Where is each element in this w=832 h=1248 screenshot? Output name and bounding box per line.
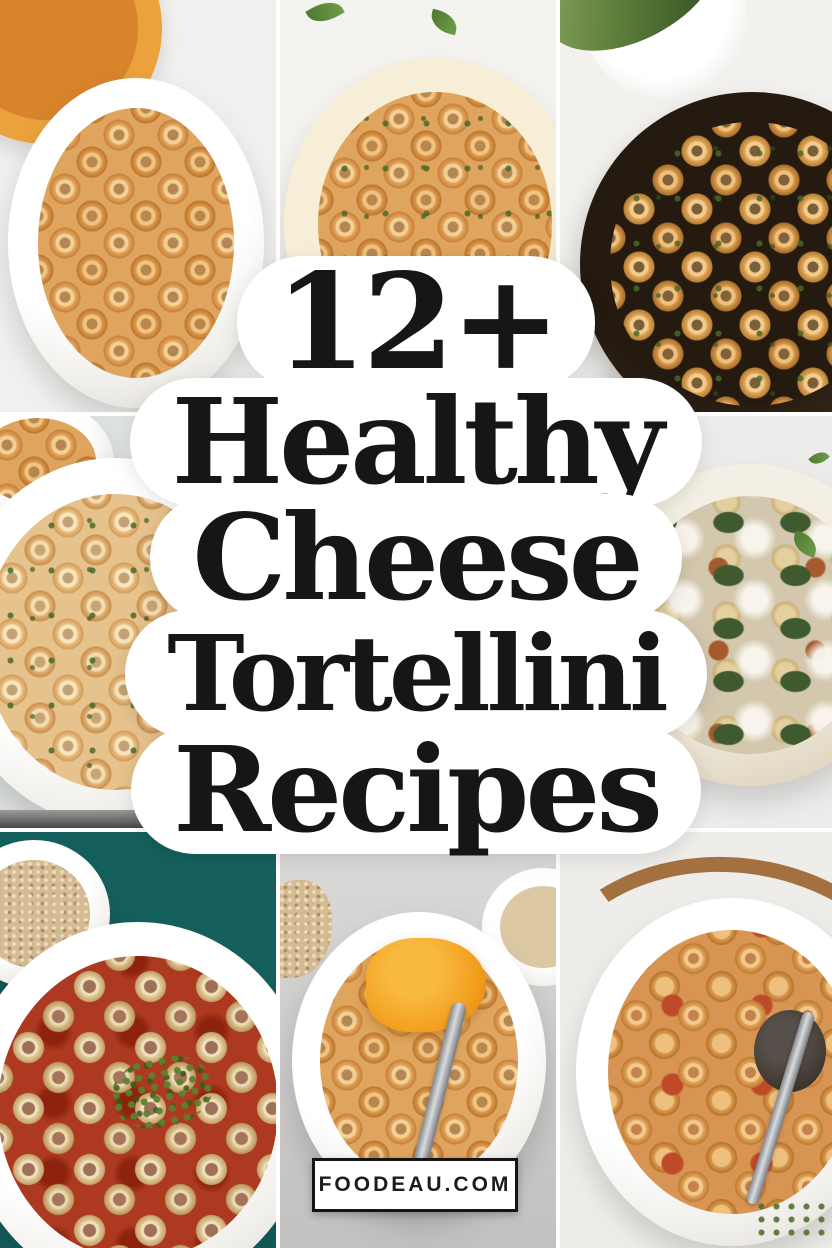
title-sticker: 12+ Healthy Cheese Tortellini Recipes	[0, 256, 832, 854]
site-badge-text: FOODEAU.COM	[318, 1173, 512, 1196]
title-line-count: 12+	[236, 245, 596, 400]
orange-snack-bowl	[0, 0, 162, 144]
title-line-tortellini: Tortellini	[125, 610, 707, 738]
parsley-leaf	[427, 8, 461, 36]
herb-bits	[754, 1200, 826, 1242]
site-badge: FOODEAU.COM	[312, 1158, 518, 1212]
photo-skillet-baked-tortellini	[560, 0, 832, 412]
white-soup-bowl	[0, 922, 276, 1248]
parsley-leaf	[305, 0, 345, 30]
white-bowl	[576, 898, 832, 1246]
title-text: 12+	[274, 245, 561, 400]
title-line-recipes: Recipes	[131, 726, 701, 854]
title-text: Cheese	[192, 488, 643, 627]
title-line-healthy: Healthy	[129, 372, 703, 511]
photo-creamy-sausage-tortellini	[560, 832, 832, 1248]
title-line-cheese: Cheese	[150, 488, 682, 627]
photo-tomato-tortellini-soup	[0, 832, 276, 1248]
title-text: Tortellini	[167, 612, 668, 735]
title-text: Healthy	[171, 372, 665, 511]
melted-cheddar-scoop	[366, 938, 486, 1032]
title-text: Recipes	[173, 720, 663, 859]
white-bowl	[8, 78, 264, 408]
photo-crispy-tortellini-white-bowl	[0, 0, 276, 412]
